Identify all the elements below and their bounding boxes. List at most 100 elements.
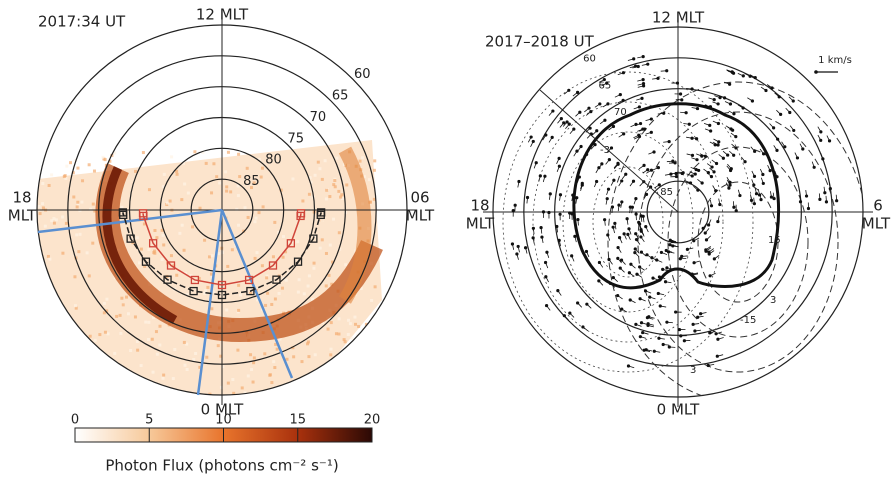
speckle <box>345 364 348 367</box>
speckle <box>74 304 77 307</box>
speckle <box>328 274 331 277</box>
vector <box>706 236 710 240</box>
vector <box>705 228 709 233</box>
speckle <box>175 274 178 277</box>
speckle <box>224 170 227 173</box>
speckle <box>354 323 357 326</box>
speckle <box>335 157 338 160</box>
speckle <box>81 179 84 182</box>
speckle <box>350 337 353 340</box>
speckle <box>70 331 73 334</box>
contour-label: -3 <box>600 145 610 156</box>
speckle <box>183 341 186 344</box>
colorbar-tick-label: 5 <box>145 413 153 428</box>
speckle <box>35 380 38 383</box>
speckle <box>178 232 181 235</box>
vector <box>549 111 553 116</box>
scale-label: 1 km/s <box>818 55 852 66</box>
speckle <box>250 368 253 371</box>
mlt-label: 12 MLT <box>196 6 249 24</box>
speckle <box>69 161 72 164</box>
vector <box>770 123 774 127</box>
speckle <box>147 321 150 324</box>
speckle <box>152 390 155 393</box>
speckle <box>318 371 321 374</box>
speckle <box>327 328 330 331</box>
speckle <box>183 182 186 185</box>
speckle <box>268 374 271 377</box>
speckle <box>73 275 76 278</box>
vector-dot <box>660 251 663 254</box>
speckle <box>333 179 336 182</box>
speckle <box>88 383 91 386</box>
vector <box>575 112 579 116</box>
speckle <box>308 274 311 277</box>
speckle <box>114 377 117 380</box>
vector <box>819 193 820 199</box>
speckle <box>227 151 230 154</box>
speckle <box>163 173 166 176</box>
speckle <box>53 342 56 345</box>
ring-label: 60 <box>583 54 596 65</box>
mlt-label: MLT <box>8 207 37 225</box>
speckle <box>94 339 97 342</box>
speckle <box>314 174 317 177</box>
speckle <box>42 378 45 381</box>
speckle <box>338 317 341 320</box>
speckle <box>291 177 294 180</box>
speckle <box>129 349 132 352</box>
speckle <box>187 192 190 195</box>
vector <box>733 201 734 207</box>
contour <box>593 167 663 277</box>
speckle <box>328 195 331 198</box>
vector <box>618 248 621 253</box>
vector <box>789 97 793 101</box>
mlt-label: 6 <box>873 197 883 215</box>
speckle <box>281 287 284 290</box>
vector <box>564 316 568 320</box>
speckle <box>156 353 159 356</box>
speckle <box>227 382 230 385</box>
speckle <box>321 178 324 181</box>
vector-dot <box>727 186 730 189</box>
speckle <box>231 378 234 381</box>
speckle <box>65 222 68 225</box>
vector-dot <box>638 135 641 138</box>
speckle <box>231 248 234 251</box>
speckle <box>63 382 66 385</box>
speckle <box>366 335 369 338</box>
speckle <box>262 205 265 208</box>
speckle <box>50 342 53 345</box>
speckle <box>48 258 51 261</box>
colorbar-tick-label: 0 <box>71 413 79 428</box>
speckle <box>136 349 139 352</box>
speckle <box>331 381 334 384</box>
vector-dot <box>641 128 644 131</box>
speckle <box>107 332 110 335</box>
vector-dot <box>595 180 598 183</box>
mlt-label: 18 <box>12 189 31 207</box>
vector <box>549 137 552 142</box>
vector <box>641 237 644 242</box>
speckle <box>166 202 169 205</box>
speckle <box>122 303 125 306</box>
speckle <box>87 381 90 384</box>
ring-label: 80 <box>265 153 282 168</box>
speckle <box>65 165 68 168</box>
speckle <box>364 372 367 375</box>
speckle <box>61 252 64 255</box>
figure: 6065707580852017:34 UT12 MLT0 MLT18MLT06… <box>0 0 893 480</box>
speckle <box>199 207 202 210</box>
speckle <box>313 262 316 265</box>
vector-dot <box>695 168 698 171</box>
speckle <box>266 292 269 295</box>
speckle <box>210 307 213 310</box>
speckle <box>138 261 141 264</box>
speckle <box>226 265 229 268</box>
ring-label: 70 <box>310 110 327 125</box>
speckle <box>170 155 173 158</box>
speckle <box>314 353 317 356</box>
speckle <box>194 352 197 355</box>
